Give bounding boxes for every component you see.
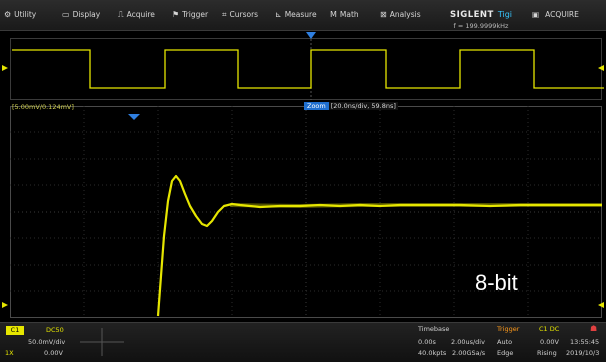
brand-logo: SIGLENT	[449, 10, 494, 20]
menu-measure[interactable]: ⊾ Measure	[275, 0, 317, 30]
network-icon: ☗	[590, 324, 598, 333]
menu-analysis[interactable]: ⊠ Analysis	[380, 0, 421, 30]
channel1-vdiv: 50.0mV/div	[28, 338, 66, 346]
measure-icon: ⊾	[275, 10, 282, 19]
timebase-hdiv: 2.00us/div	[451, 338, 485, 346]
timebase-srate: 2.00GSa/s	[452, 349, 486, 357]
math-icon: M	[330, 10, 337, 19]
acquire-icon: ⎍	[118, 10, 124, 19]
trigger-title: Trigger	[497, 325, 520, 333]
menu-acquire[interactable]: ⎍ Acquire	[118, 0, 155, 30]
menu-display-label: Display	[72, 10, 101, 19]
menu-analysis-label: Analysis	[389, 10, 421, 19]
gear-icon: ⚙	[4, 10, 12, 19]
overview-level-marker	[598, 65, 604, 71]
trigger-mode: Auto	[497, 338, 513, 346]
stop-icon: ▣	[532, 10, 540, 19]
timebase-title: Timebase	[418, 325, 450, 333]
zoom-scale-label: [5.00mV/0.124mV]	[12, 103, 74, 111]
zoom-info: Zoom [20.0ns/div, 59.8ns]	[304, 102, 398, 112]
acquire-status[interactable]: ▣ ACQUIRE	[532, 0, 579, 30]
menu-math-label: Math	[339, 10, 359, 19]
menu-math[interactable]: M Math	[330, 0, 359, 30]
menu-utility[interactable]: ⚙ Utility	[4, 0, 36, 30]
zoom-trace-svg	[2, 114, 604, 317]
frequency-readout: f = 199.9999kHz	[453, 22, 509, 30]
analysis-icon: ⊠	[380, 10, 387, 19]
menu-trigger[interactable]: ⚑ Trigger	[172, 0, 208, 30]
zoom-trace-band	[229, 203, 602, 209]
menu-cursors[interactable]: ⌗ Cursors	[222, 0, 258, 30]
menu-display[interactable]: ▭ Display	[62, 0, 100, 30]
clock-time: 13:55:45	[570, 338, 600, 346]
zoom-ch1-marker	[2, 302, 8, 308]
clock-date: 2019/10/3	[566, 349, 600, 357]
zoom-trace	[156, 174, 602, 317]
cursors-icon: ⌗	[222, 10, 227, 19]
trigger-flag-icon: ⚑	[172, 10, 180, 19]
acquire-status-label: ACQUIRE	[545, 10, 579, 19]
zoom-info-text: [20.0ns/div, 59.8ns]	[328, 102, 398, 110]
menu-utility-label: Utility	[14, 10, 37, 19]
overview-ch1-marker	[2, 65, 8, 71]
channel1-probe: 1X	[5, 349, 14, 357]
menu-trigger-label: Trigger	[182, 10, 209, 19]
trigger-position-marker[interactable]	[306, 32, 316, 39]
menu-cursors-label: Cursors	[229, 10, 259, 19]
trigger-source: C1 DC	[539, 325, 560, 333]
menu-measure-label: Measure	[284, 10, 317, 19]
trigger-status: Tigi	[497, 10, 513, 19]
brand-block: SIGLENT Tigi f = 199.9999kHz	[437, 2, 525, 30]
display-icon: ▭	[62, 10, 70, 19]
zoom-grid-svg	[10, 106, 602, 318]
channel1-badge[interactable]: C1	[6, 326, 24, 335]
zoom-trigger-marker[interactable]	[128, 114, 140, 120]
trigger-slope: Rising	[537, 349, 557, 357]
zoom-grid	[10, 106, 602, 318]
overview-svg	[2, 32, 604, 100]
zoom-badge[interactable]: Zoom	[304, 102, 329, 110]
channel1-coupling: DC50	[46, 326, 64, 334]
menu-acquire-label: Acquire	[126, 10, 155, 19]
timebase-delay: 0.00s	[418, 338, 436, 346]
overview-window	[10, 38, 602, 100]
menu-bar: ⚙ Utility ▭ Display ⎍ Acquire ⚑ Trigger ⌗ Cur…	[0, 0, 606, 31]
timebase-points: 40.0kpts	[418, 349, 447, 357]
zoom-level-marker	[598, 302, 604, 308]
bit-depth-annotation: 8-bit	[475, 270, 518, 295]
overview-trace	[12, 49, 604, 89]
trigger-type: Edge	[497, 349, 514, 357]
trigger-level: 0.00V	[540, 338, 559, 346]
channel1-offset: 0.00V	[44, 349, 63, 357]
channel-empty-slot	[80, 328, 124, 356]
